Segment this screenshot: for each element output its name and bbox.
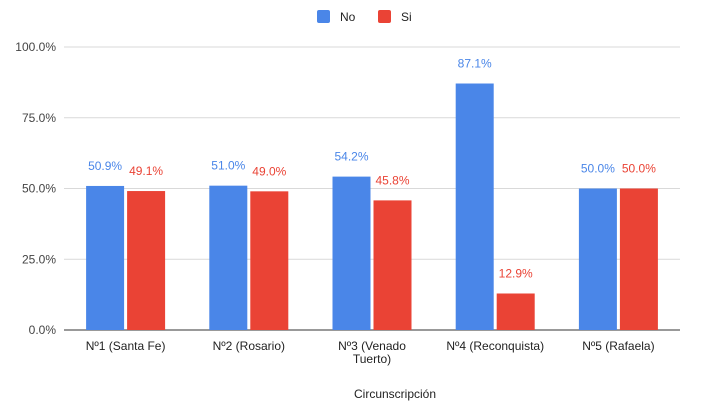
- y-tick-label: 100.0%: [15, 40, 56, 54]
- data-label-si: 12.9%: [499, 266, 533, 280]
- bar-no: [578, 188, 617, 330]
- x-tick-label: Tuerto): [353, 352, 391, 366]
- y-tick-label: 75.0%: [22, 111, 56, 125]
- bar-si: [496, 293, 535, 330]
- y-axis: 0.0% 25.0% 50.0% 75.0% 100.0%: [15, 40, 56, 337]
- x-axis: Nº1 (Santa Fe) Nº2 (Rosario) Nº3 (VenadoTu…: [86, 339, 655, 366]
- data-label-si: 50.0%: [622, 162, 656, 176]
- legend-swatch-si: [378, 10, 391, 23]
- y-tick-label: 0.0%: [29, 323, 57, 337]
- data-labels: 50.9% 49.1% 51.0% 49.0% 54.2% 45.8% 87.1% 12.9%…: [88, 57, 656, 281]
- bar-si: [127, 191, 166, 330]
- data-label-no: 54.2%: [334, 150, 368, 164]
- legend-swatch-no: [317, 10, 330, 23]
- bar-no: [209, 185, 248, 330]
- x-tick-label: Nº2 (Rosario): [213, 339, 285, 353]
- data-label-no: 87.1%: [458, 57, 492, 71]
- bars: [86, 83, 658, 330]
- bar-no: [455, 83, 494, 330]
- gridlines: [64, 46, 680, 331]
- bar-no: [86, 185, 125, 330]
- x-tick-label: Nº3 (Venado: [338, 339, 406, 353]
- legend-label-si: Si: [401, 10, 412, 24]
- data-label-no: 50.0%: [581, 162, 615, 176]
- y-tick-label: 50.0%: [22, 182, 56, 196]
- data-label-si: 49.1%: [129, 164, 163, 178]
- x-tick-label: Nº4 (Reconquista): [446, 339, 544, 353]
- legend-label-no: No: [340, 10, 356, 24]
- bar-si: [619, 188, 658, 330]
- bar-si: [250, 191, 289, 330]
- y-tick-label: 25.0%: [22, 252, 56, 266]
- bar-si: [373, 200, 412, 330]
- legend: No Si: [317, 10, 412, 24]
- x-tick-label: Nº1 (Santa Fe): [86, 339, 166, 353]
- data-label-no: 50.9%: [88, 159, 122, 173]
- data-label-si: 45.8%: [375, 173, 409, 187]
- x-tick-label: Nº5 (Rafaela): [582, 339, 654, 353]
- bar-no: [332, 176, 371, 330]
- x-axis-title: Circunscripción: [354, 387, 436, 401]
- data-label-no: 51.0%: [211, 159, 245, 173]
- data-label-si: 49.0%: [252, 164, 286, 178]
